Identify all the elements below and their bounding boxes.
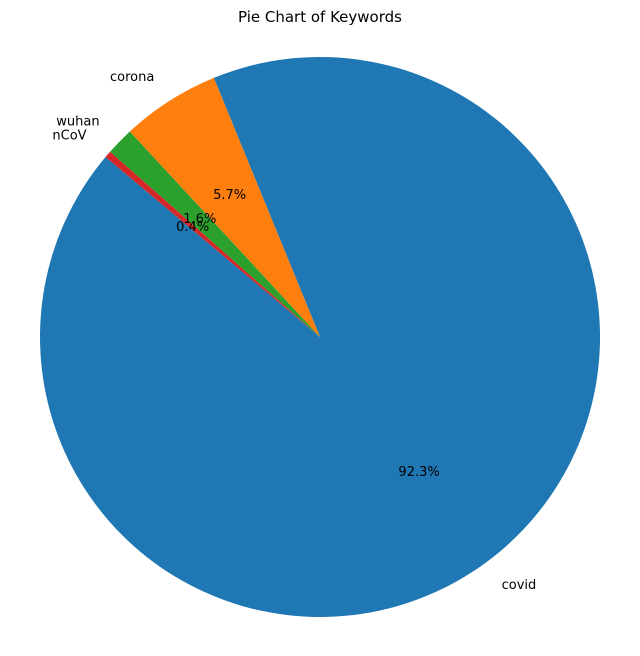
- chart-title: Pie Chart of Keywords: [238, 8, 402, 26]
- slice-percent-covid: 92.3%: [398, 465, 439, 480]
- slice-percent-ncov: 0.4%: [176, 220, 209, 235]
- pie-slice-ncov: [105, 151, 320, 337]
- slice-label-ncov: nCoV: [52, 129, 86, 144]
- pie-slice-corona: [129, 77, 320, 338]
- pie-slice-wuhan: [110, 131, 320, 337]
- slice-label-corona: corona: [110, 70, 154, 85]
- slice-label-wuhan: wuhan: [56, 114, 99, 129]
- pie-labels: covid 92.3% corona 5.7% wuhan 1.6% nCoV 0.4%: [52, 70, 536, 593]
- pie-slices: [40, 56, 601, 617]
- pie-slice-covid: [40, 56, 601, 617]
- slice-percent-wuhan: 1.6%: [183, 212, 216, 227]
- slice-label-covid: covid: [502, 578, 537, 593]
- slice-percent-corona: 5.7%: [213, 188, 246, 203]
